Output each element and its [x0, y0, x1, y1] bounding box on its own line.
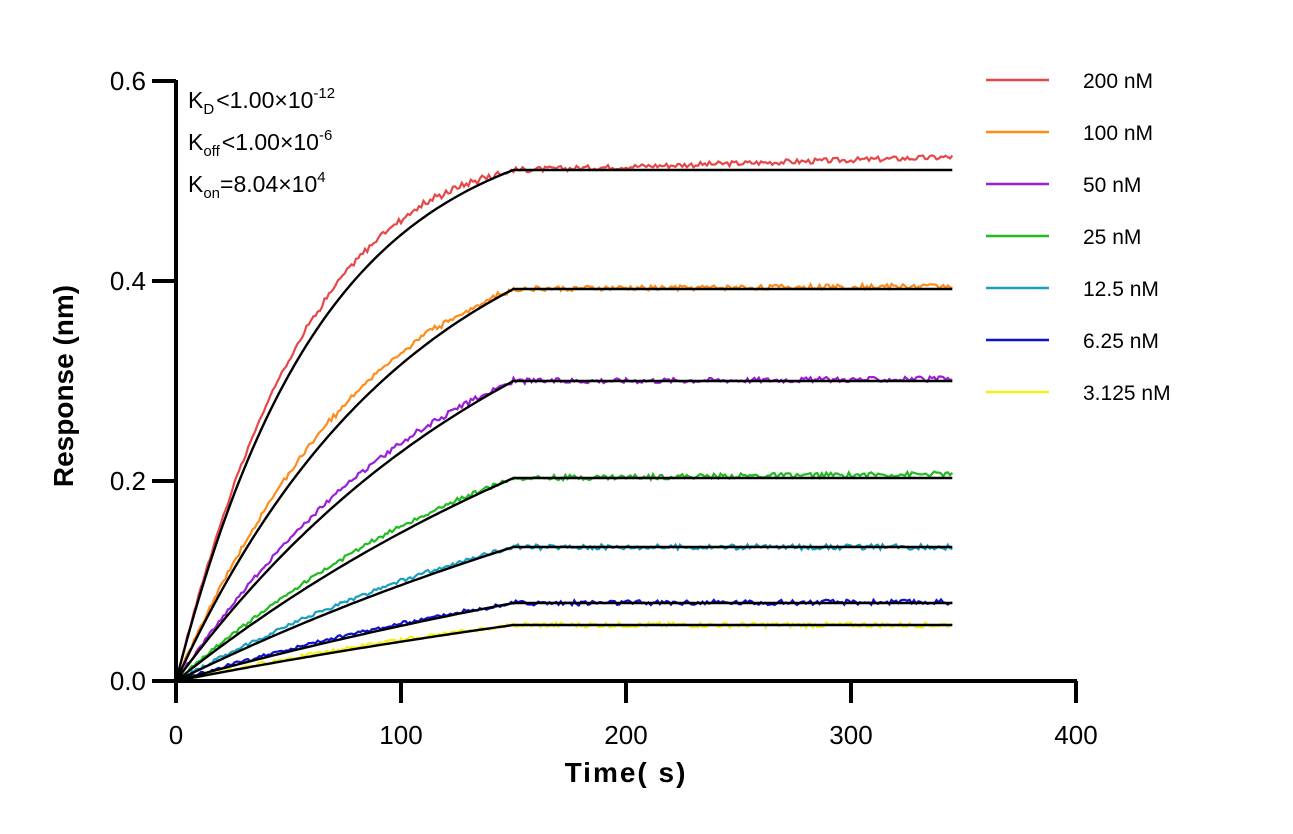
kd-base: K: [188, 87, 204, 113]
series-line: [176, 597, 953, 683]
x-tick-label: 300: [829, 720, 872, 750]
kd-exp: -12: [313, 85, 335, 102]
koff-exp: -6: [319, 127, 332, 144]
kd-annotation: KD<1.00×10-12: [188, 85, 335, 118]
fit-line: [174, 287, 953, 682]
kon-rel: =: [220, 171, 233, 197]
y-axis-title: Response (nm): [48, 285, 79, 487]
koff-rel: <: [222, 129, 235, 155]
x-tick-label: 200: [604, 720, 647, 750]
kon-base: K: [188, 171, 204, 197]
legend-label: 100 nM: [1083, 122, 1153, 145]
legend-label: 12.5 nM: [1083, 278, 1159, 301]
koff-sub: off: [203, 143, 220, 160]
x-tick-label: 0: [169, 720, 183, 750]
koff-annotation: Koff<1.00×10-6: [188, 127, 332, 160]
kd-mant: 1.00×10: [230, 87, 314, 113]
x-tick-label: 100: [379, 720, 422, 750]
tick-layer: 0 100 200 300 400 0.0 0.2 0.4 0.6: [110, 66, 1098, 750]
koff-base: K: [188, 129, 204, 155]
fit-layer: [174, 168, 953, 683]
series-line: [175, 374, 953, 682]
kon-annotation: Kon=8.04×104: [188, 169, 326, 202]
legend-label: 6.25 nM: [1083, 330, 1159, 353]
fit-line: [175, 545, 953, 683]
kd-rel: <: [216, 87, 229, 113]
y-tick-label: 0.6: [110, 66, 146, 96]
y-tick-label: 0.0: [110, 666, 146, 696]
fit-line: [175, 379, 953, 682]
y-tick-label: 0.4: [110, 266, 146, 296]
x-axis-title: Time( s): [565, 757, 688, 788]
kon-sub: on: [203, 185, 220, 202]
legend-label: 200 nM: [1083, 70, 1153, 93]
kon-exp: 4: [317, 169, 325, 186]
fit-line: [175, 476, 953, 682]
legend-label: 50 nM: [1083, 174, 1141, 197]
kinetic-constants: KD<1.00×10-12 Koff<1.00×10-6 Kon=8.04×10…: [188, 85, 335, 202]
fit-line: [175, 623, 953, 683]
fit-line: [174, 168, 953, 682]
fit-line: [175, 601, 953, 683]
kd-sub: D: [203, 101, 214, 118]
legend-label: 25 nM: [1083, 226, 1141, 249]
kon-mant: 8.04×10: [233, 171, 317, 197]
x-tick-label: 400: [1054, 720, 1097, 750]
y-tick-label: 0.2: [110, 466, 146, 496]
koff-mant: 1.00×10: [235, 129, 319, 155]
legend-label: 3.125 nM: [1083, 382, 1171, 405]
legend: 200 nM 100 nM 50 nM 25 nM 12.5 nM 6.25 nM 3.12…: [986, 70, 1171, 405]
